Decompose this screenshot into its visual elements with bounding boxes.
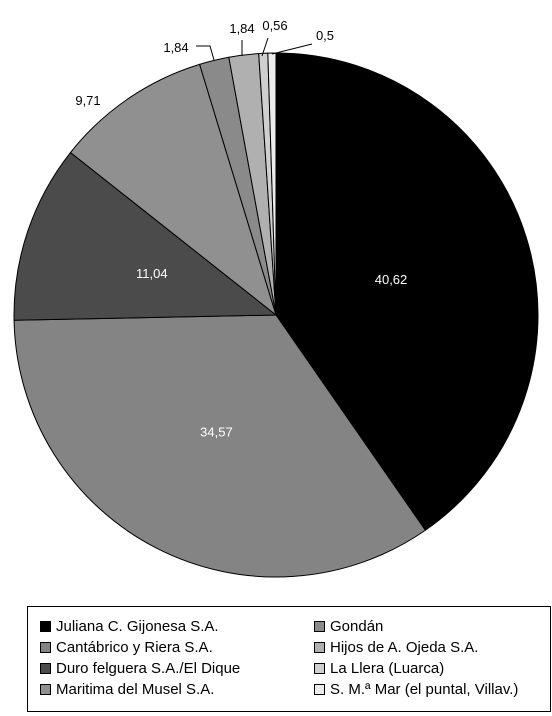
leader-line-gondan: [196, 45, 215, 61]
legend-label-maritima: Maritima del Musel S.A.: [56, 681, 215, 698]
data-label-s-m-mar-el-puntal-villav: 0,5: [316, 28, 334, 43]
legend-swatch-gondan: [314, 621, 325, 632]
legend-item-cantabrico: Cantábrico y Riera S.A.: [40, 637, 314, 658]
legend-label-gondan: Gondán: [330, 618, 384, 635]
data-label-juliana-c-gijonesa-s-a: 40,62: [375, 272, 408, 287]
pie-chart: 40,62 34,57 11,04 9,71 1,84 1,84 0,56 0,5: [13, 18, 539, 578]
pie-slice-maritima-del-musel-s-a: [69, 63, 277, 317]
data-label-gondan: 1,84: [163, 40, 188, 55]
legend-item-la-llera: La Llera (Luarca): [314, 658, 552, 679]
data-label-cantabrico-y-riera-s-a: 34,57: [200, 425, 233, 440]
legend-item-juliana: Juliana C. Gijonesa S.A.: [40, 616, 314, 637]
legend-swatch-la-llera: [314, 663, 325, 674]
legend-swatch-duro-felguera: [40, 663, 51, 674]
pie-slice-juliana-c-gijonesa-s-a: [275, 52, 539, 531]
legend: Juliana C. Gijonesa S.A. Gondán Cantábri…: [27, 606, 551, 712]
legend-swatch-cantabrico: [40, 642, 51, 653]
leader-line-la-llera-luarca: [261, 37, 269, 57]
legend-label-hijos-ojeda: Hijos de A. Ojeda S.A.: [330, 639, 479, 656]
pie-slice-duro-felguera-s-a-el-dique: [13, 151, 278, 321]
data-label-duro-felguera-s-a-el-dique: 11,04: [136, 266, 168, 281]
legend-item-maritima: Maritima del Musel S.A.: [40, 679, 314, 700]
legend-item-duro-felguera: Duro felguera S.A./El Dique: [40, 658, 314, 679]
legend-swatch-sm-mar: [314, 684, 325, 695]
data-label-hijos-de-a-ojeda-s-a: 1,84: [229, 21, 254, 36]
legend-swatch-hijos-ojeda: [314, 642, 325, 653]
legend-label-la-llera: La Llera (Luarca): [330, 660, 445, 677]
data-label-la-llera-luarca: 0,56: [262, 18, 287, 33]
legend-item-gondan: Gondán: [314, 616, 552, 637]
legend-item-sm-mar: S. M.ª Mar (el puntal, Villav.): [314, 679, 552, 700]
legend-label-juliana: Juliana C. Gijonesa S.A.: [56, 618, 219, 635]
legend-item-hijos-ojeda: Hijos de A. Ojeda S.A.: [314, 637, 552, 658]
leader-line-s-m-mar-el-puntal-villav: [271, 43, 313, 55]
legend-label-cantabrico: Cantábrico y Riera S.A.: [56, 639, 213, 656]
data-label-maritima-del-musel-s-a: 9,71: [75, 93, 100, 108]
legend-label-sm-mar: S. M.ª Mar (el puntal, Villav.): [330, 681, 519, 698]
pie-slice-cantabrico-y-riera-s-a: [13, 314, 427, 578]
legend-swatch-juliana: [40, 621, 51, 632]
legend-label-duro-felguera: Duro felguera S.A./El Dique: [56, 660, 241, 677]
legend-swatch-maritima: [40, 684, 51, 695]
